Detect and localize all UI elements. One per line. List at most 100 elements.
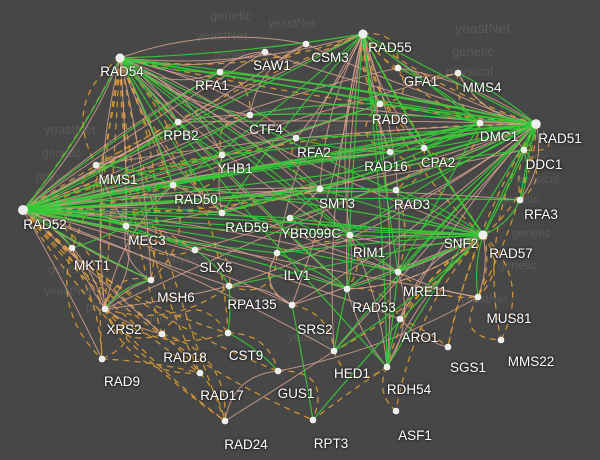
graph-edge (456, 72, 481, 124)
graph-node-sgs1[interactable] (444, 343, 452, 351)
graph-edge (346, 234, 353, 290)
graph-edge (333, 123, 537, 352)
graph-edge (119, 57, 223, 214)
graph-node-ilv1[interactable] (273, 249, 281, 257)
graph-node-mus81[interactable] (474, 293, 482, 301)
graph-edge (71, 247, 106, 310)
graph-node-dmc1[interactable] (476, 119, 484, 127)
graph-node-rpb2[interactable] (174, 118, 182, 126)
graph-node-csm3[interactable] (302, 40, 310, 48)
graph-node-aro1[interactable] (396, 315, 404, 323)
graph-edge (119, 57, 348, 290)
graph-node-rpa135[interactable] (225, 282, 233, 290)
graph-edge (101, 308, 128, 360)
graph-edge (194, 248, 231, 287)
graph-node-rpt3[interactable] (309, 416, 317, 424)
graph-edge (219, 51, 266, 73)
graph-node-cst9[interactable] (224, 329, 232, 337)
graph-node-gfa1[interactable] (394, 64, 402, 72)
graph-edge (379, 67, 405, 105)
graph-edge (221, 122, 481, 214)
graph-node-rad17[interactable] (196, 369, 204, 377)
graph-node-mkt1[interactable] (68, 244, 76, 252)
graph-node-rdh54[interactable] (383, 363, 391, 371)
graph-edge (397, 271, 479, 299)
node-layer[interactable] (18, 29, 541, 425)
graph-edge (221, 187, 321, 214)
graph-edge (277, 370, 319, 421)
graph-edge (221, 212, 484, 236)
graph-node-mms22[interactable] (497, 336, 505, 344)
graph-node-smt3[interactable] (316, 185, 324, 193)
graph-node-rad54[interactable] (115, 53, 125, 63)
graph-node-yhb1[interactable] (218, 151, 226, 159)
graph-edge (199, 372, 226, 422)
graph-node-msh6[interactable] (147, 276, 155, 284)
graph-node-rad55[interactable] (358, 29, 368, 39)
graph-edge (399, 123, 537, 320)
graph-edge (119, 57, 163, 335)
graph-node-rfa2[interactable] (292, 134, 300, 142)
graph-edge (493, 123, 537, 341)
graph-node-hed1[interactable] (330, 347, 338, 355)
graph-edge (276, 234, 484, 254)
graph-node-rfa1[interactable] (216, 68, 224, 76)
graph-edge (221, 33, 364, 214)
graph-edge (264, 43, 307, 59)
graph-edge (104, 184, 174, 310)
graph-edge (519, 123, 540, 201)
graph-node-xrs2[interactable] (101, 305, 109, 313)
graph-edge (319, 188, 484, 236)
graph-node-rad52[interactable] (18, 205, 28, 215)
graph-node-asf1[interactable] (392, 407, 400, 415)
graph-node-rad53[interactable] (343, 285, 351, 293)
graph-edge (523, 123, 550, 152)
graph-edge (125, 225, 196, 256)
graph-edge (362, 33, 485, 236)
graph-edge (289, 123, 537, 219)
graph-node-rad16[interactable] (386, 148, 394, 156)
graph-node-rad59[interactable] (218, 209, 226, 217)
graph-node-ctf4[interactable] (246, 111, 254, 119)
graph-edge (386, 318, 401, 368)
graph-edge (346, 288, 388, 368)
graph-edge (22, 209, 201, 374)
graph-node-snf2[interactable] (478, 230, 488, 240)
graph-edge (22, 209, 314, 421)
graph-node-rad9[interactable] (98, 355, 106, 363)
graph-node-saw1[interactable] (261, 48, 269, 56)
graph-edge (482, 123, 537, 236)
graph-edge (119, 57, 537, 125)
graph-node-rim1[interactable] (346, 231, 354, 239)
graph-node-mms4[interactable] (454, 69, 462, 77)
graph-edge (22, 209, 279, 372)
graph-edge (219, 71, 537, 125)
graph-node-ybr099c[interactable] (286, 214, 294, 222)
graph-node-rad50[interactable] (169, 181, 177, 189)
edge-layer-coexpression (22, 33, 537, 421)
graph-node-mec3[interactable] (122, 222, 130, 230)
graph-node-rad51[interactable] (531, 119, 541, 129)
graph-node-ddc1[interactable] (520, 146, 528, 154)
graph-edge (22, 209, 127, 227)
graph-node-rfa3[interactable] (516, 196, 524, 204)
graph-edge (177, 121, 223, 156)
graph-edge (289, 217, 484, 236)
graph-edge (125, 184, 174, 227)
graph-node-rad6[interactable] (376, 100, 384, 108)
graph-node-rad18[interactable] (158, 330, 166, 338)
graph-node-rad3[interactable] (392, 186, 400, 194)
graph-node-rad24[interactable] (221, 417, 229, 425)
graph-node-mre11[interactable] (394, 268, 402, 276)
graph-node-mms1[interactable] (92, 161, 100, 169)
graph-edge (172, 184, 484, 236)
graph-node-slx5[interactable] (191, 246, 199, 254)
graph-edge (22, 209, 163, 335)
graph-node-cpa2[interactable] (420, 144, 428, 152)
graph-node-gus1[interactable] (274, 367, 282, 375)
graph-edge (395, 147, 426, 191)
graph-edge (119, 57, 484, 236)
graph-node-srs2[interactable] (288, 301, 296, 309)
